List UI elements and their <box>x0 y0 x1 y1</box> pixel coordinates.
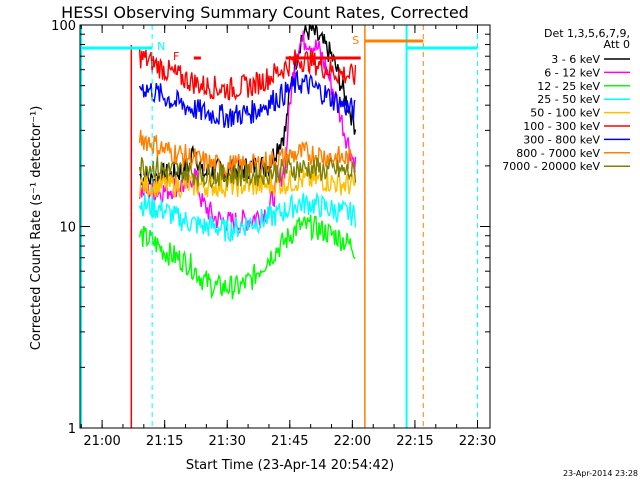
y-tick-label: 10 <box>59 221 76 236</box>
series-line-3 <box>138 214 356 300</box>
series-line-2 <box>138 30 357 234</box>
y-tick-label: 100 <box>51 19 76 34</box>
legend-header: Att 0 <box>604 38 630 51</box>
legend-label: 300 - 800 keV <box>523 133 600 146</box>
x-tick-label: 22:15 <box>396 434 433 449</box>
y-axis-label: Corrected Count Rate (s⁻¹ detector⁻¹) <box>29 106 44 351</box>
x-axis-label: Start Time (23-Apr-14 20:54:42) <box>186 458 394 473</box>
footer-date: 23-Apr-2014 23:28 <box>563 469 638 478</box>
marker-f: F <box>173 50 179 63</box>
marker-s: S <box>352 34 359 47</box>
x-tick-label: 21:45 <box>271 434 308 449</box>
series-line-4 <box>138 191 357 242</box>
legend-label: 7000 - 20000 keV <box>502 160 600 173</box>
x-tick-label: 22:00 <box>334 434 371 449</box>
marker-n: N <box>157 40 165 53</box>
x-tick-label: 21:15 <box>146 434 183 449</box>
legend-label: 800 - 7000 keV <box>516 147 600 160</box>
chart-title: HESSI Observing Summary Count Rates, Cor… <box>61 3 469 22</box>
series-layer <box>138 23 357 300</box>
marker-layer: NF S <box>80 25 478 428</box>
legend-label: 25 - 50 keV <box>537 93 600 106</box>
legend-label: 50 - 100 keV <box>530 107 600 120</box>
series-line-9 <box>138 156 357 189</box>
legend-label: 100 - 300 keV <box>523 120 600 133</box>
legend-label: 6 - 12 keV <box>544 66 600 79</box>
y-tick-label: 1 <box>68 422 76 437</box>
x-tick-label: 21:30 <box>208 434 245 449</box>
axis-layer: 21:00 21:15 21:30 21:45 22:00 22:15 22:30 1 10 10… <box>51 19 496 449</box>
legend-label: 3 - 6 keV <box>551 53 600 66</box>
legend-header: Det 1,3,5,6,7,9, <box>544 27 630 40</box>
series-line-6 <box>138 49 357 101</box>
series-line-7 <box>138 69 356 128</box>
legend-label: 12 - 25 keV <box>537 80 600 93</box>
x-tick-label: 21:00 <box>83 434 120 449</box>
x-tick-label: 22:30 <box>459 434 496 449</box>
